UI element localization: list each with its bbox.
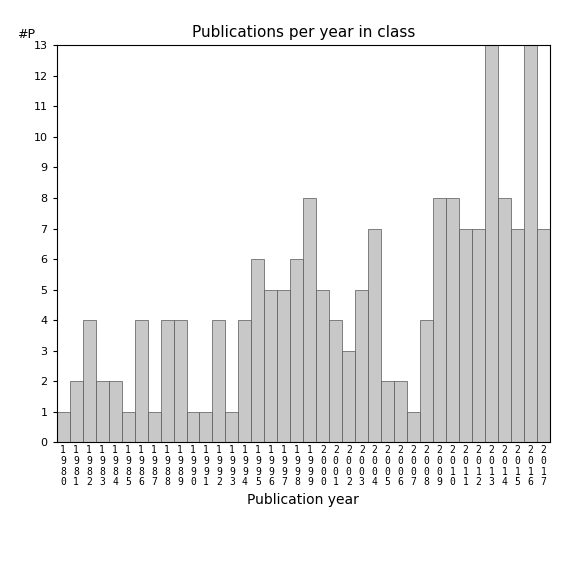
Bar (213, 320, 226, 442)
Bar (394, 381, 407, 442)
Bar (134, 320, 147, 442)
Bar (524, 45, 537, 442)
Bar (537, 229, 550, 442)
Bar (174, 320, 187, 442)
Bar (226, 412, 239, 442)
Bar (368, 229, 381, 442)
X-axis label: Publication year: Publication year (247, 493, 359, 507)
Bar (511, 229, 524, 442)
Bar (356, 290, 368, 442)
Bar (200, 412, 213, 442)
Bar (498, 198, 511, 442)
Bar (121, 412, 134, 442)
Bar (342, 350, 356, 442)
Bar (446, 198, 459, 442)
Bar (420, 320, 433, 442)
Bar (472, 229, 485, 442)
Bar (187, 412, 200, 442)
Bar (147, 412, 160, 442)
Bar (459, 229, 472, 442)
Bar (96, 381, 109, 442)
Bar (485, 45, 498, 442)
Bar (57, 412, 70, 442)
Bar (239, 320, 251, 442)
Bar (160, 320, 174, 442)
Text: #P: #P (17, 28, 35, 41)
Bar (329, 320, 342, 442)
Bar (381, 381, 394, 442)
Bar (264, 290, 277, 442)
Bar (290, 259, 303, 442)
Bar (303, 198, 316, 442)
Title: Publications per year in class: Publications per year in class (192, 25, 415, 40)
Bar (251, 259, 264, 442)
Bar (277, 290, 290, 442)
Bar (70, 381, 83, 442)
Bar (83, 320, 96, 442)
Bar (433, 198, 446, 442)
Bar (109, 381, 121, 442)
Bar (407, 412, 420, 442)
Bar (316, 290, 329, 442)
